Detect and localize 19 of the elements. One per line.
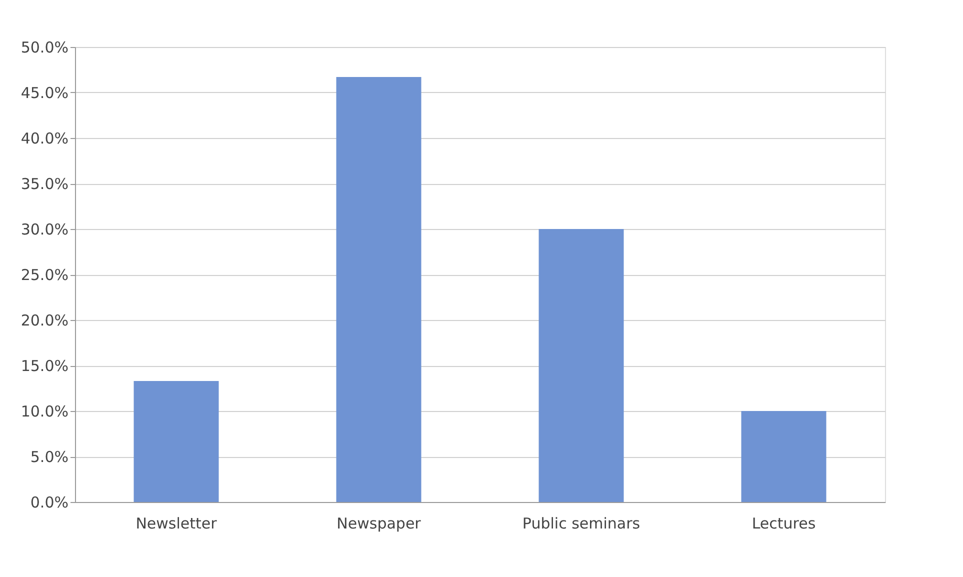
- y-tick-label: 40.0%: [20, 130, 68, 148]
- y-tick-label: 5.0%: [30, 448, 68, 466]
- y-tick-label: 30.0%: [20, 220, 68, 238]
- y-tick-label: 50.0%: [20, 38, 68, 56]
- y-tick-label: 0.0%: [30, 494, 68, 512]
- y-tick-label: 20.0%: [20, 312, 68, 330]
- x-tick-label: Public seminars: [522, 514, 640, 532]
- x-tick-label: Newsletter: [136, 514, 218, 532]
- bar: [336, 77, 422, 502]
- y-tick-label: 25.0%: [20, 266, 68, 284]
- y-tick-label: 10.0%: [20, 402, 68, 420]
- bar: [741, 411, 826, 502]
- bar: [134, 380, 219, 502]
- y-tick-label: 45.0%: [20, 84, 68, 102]
- x-tick-label: Newspaper: [336, 514, 422, 532]
- x-tick-label: Lectures: [752, 514, 816, 532]
- bar: [538, 229, 624, 502]
- y-tick-label: 35.0%: [20, 175, 68, 193]
- y-tick-label: 15.0%: [20, 357, 68, 375]
